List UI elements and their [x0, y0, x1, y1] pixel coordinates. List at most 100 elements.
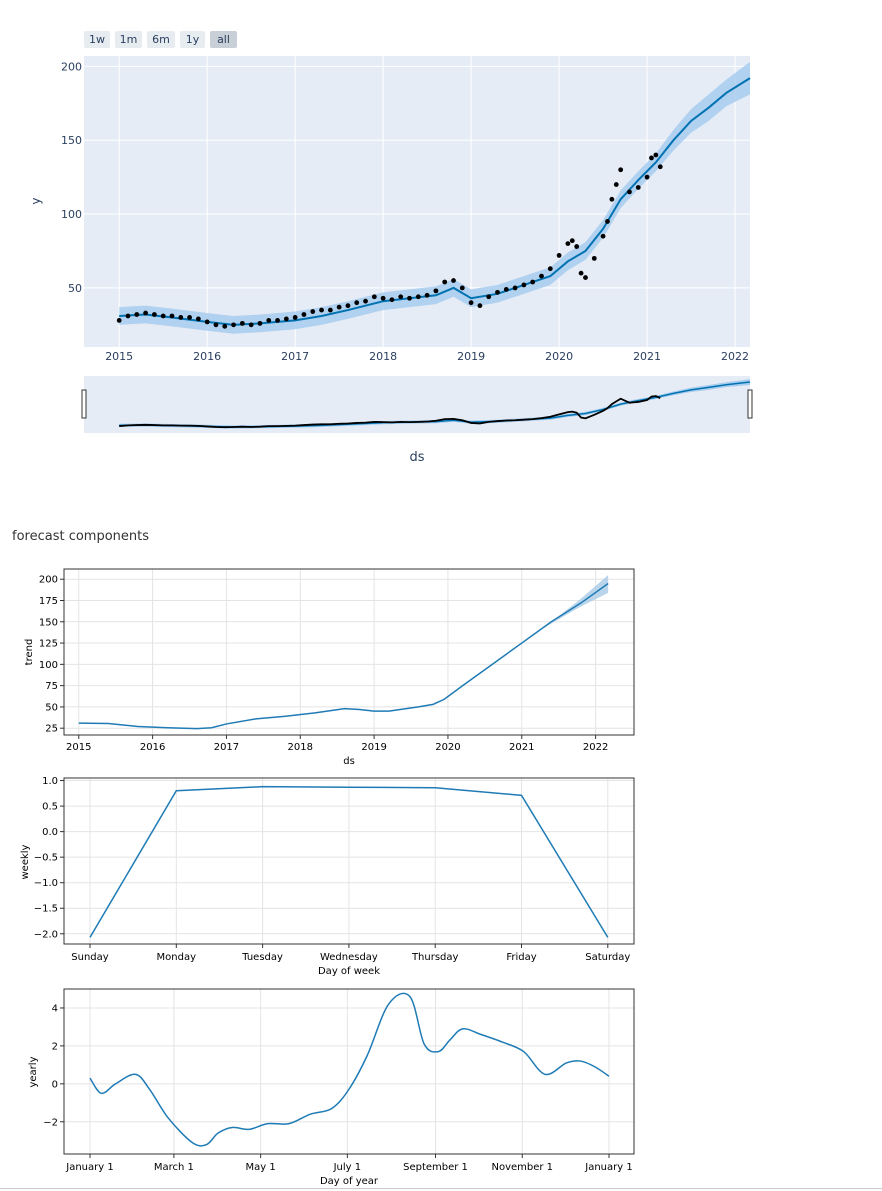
- trend-y-axis-label: trend: [24, 639, 35, 666]
- weekly-y-tick-label: −0.5: [34, 853, 58, 864]
- observed-point: [477, 303, 483, 309]
- forecast-y-tick-label: 150: [61, 134, 82, 147]
- forecast-x-tick-label: 2015: [105, 350, 133, 363]
- observed-point: [442, 279, 448, 285]
- observed-point: [371, 294, 377, 300]
- observed-point: [187, 315, 192, 320]
- observed-point: [275, 318, 280, 323]
- observed-points: [116, 152, 663, 329]
- observed-point: [380, 295, 386, 301]
- trend-y-tick-label: 50: [45, 702, 58, 713]
- observed-point: [239, 320, 245, 326]
- observed-point: [578, 270, 584, 276]
- observed-point: [301, 312, 307, 317]
- weekly-line: [89, 785, 609, 938]
- trend-x-axis-label: ds: [343, 756, 355, 767]
- observed-point: [160, 313, 166, 319]
- observed-point: [512, 285, 518, 291]
- observed-point: [415, 294, 421, 300]
- yearly-x-tick-label: January 1: [584, 1162, 632, 1173]
- weekly-y-tick-label: 1.0: [42, 776, 58, 787]
- yearly-y-tick-label: 0: [52, 1079, 58, 1090]
- observed-point: [248, 322, 254, 328]
- observed-point: [310, 309, 316, 314]
- trend-x-tick-label: 2015: [66, 742, 91, 753]
- observed-point: [495, 289, 500, 295]
- rangeslider-preview: [119, 379, 751, 429]
- weekly-y-tick-label: 0.5: [42, 802, 58, 813]
- range-button-1w[interactable]: 1w: [84, 31, 110, 48]
- yearly-x-ticks: January 1 March 1 May 1 July 1 September 1 No…: [65, 1154, 633, 1173]
- forecast-x-tick-label: 2016: [193, 350, 221, 363]
- trend-gridlines: [64, 569, 634, 735]
- forecast-chart[interactable]: 2015 2016 2017 2018 2019 2020 2021 2022 50 100 15…: [0, 0, 882, 470]
- range-button-1m[interactable]: 1m: [115, 31, 142, 48]
- observed-point: [459, 285, 465, 291]
- trend-y-tick-label: 25: [45, 724, 58, 735]
- forecast-x-axis-label: ds: [409, 450, 424, 465]
- observed-point: [503, 286, 509, 292]
- observed-point: [618, 167, 624, 173]
- observed-point: [530, 279, 536, 285]
- observed-point: [363, 298, 368, 304]
- forecast-x-tick-label: 2017: [281, 350, 309, 363]
- weekly-x-tick-label: Sunday: [71, 952, 108, 963]
- forecast-y-tick-label: 200: [61, 60, 82, 73]
- yearly-x-tick-label: March 1: [154, 1162, 194, 1173]
- observed-point: [319, 307, 324, 313]
- components-title: forecast components: [12, 529, 150, 544]
- rangeslider-handle-right[interactable]: [747, 389, 753, 419]
- forecast-x-ticks: 2015 2016 2017 2018 2019 2020 2021 2022: [105, 350, 749, 363]
- forecast-line: [119, 77, 751, 326]
- observed-point: [169, 313, 175, 319]
- observed-point: [539, 273, 544, 279]
- yearly-line-group: [89, 992, 610, 1147]
- trend-y-tick-label: 100: [39, 660, 58, 671]
- weekly-line-group: [89, 785, 609, 938]
- range-button-6m[interactable]: 6m: [147, 31, 175, 48]
- observed-point: [116, 318, 122, 323]
- yearly-y-ticks: 4 2 0 −2: [43, 1003, 64, 1128]
- observed-point: [547, 266, 553, 272]
- yearly-x-tick-label: July 1: [333, 1162, 362, 1173]
- observed-point: [424, 292, 430, 298]
- observed-point: [345, 303, 351, 309]
- observed-point: [605, 219, 610, 224]
- observed-point: [134, 312, 140, 317]
- weekly-x-tick-label: Tuesday: [241, 952, 283, 963]
- observed-point: [266, 318, 272, 323]
- trend-x-tick-label: 2016: [140, 742, 165, 753]
- bottom-divider: [0, 1188, 882, 1189]
- forecast-x-tick-label: 2019: [457, 350, 485, 363]
- yearly-gridlines: [64, 989, 634, 1154]
- observed-point: [283, 316, 289, 322]
- range-button-1y[interactable]: 1y: [180, 31, 205, 48]
- trend-line: [78, 582, 609, 730]
- observed-point: [565, 241, 571, 246]
- weekly-y-tick-label: −1.0: [34, 878, 58, 889]
- forecast-x-tick-label: 2020: [545, 350, 573, 363]
- weekly-x-tick-label: Thursday: [411, 952, 459, 963]
- trend-y-tick-label: 75: [45, 681, 58, 692]
- yearly-y-tick-label: 2: [52, 1041, 58, 1052]
- observed-point: [398, 294, 404, 300]
- weekly-gridlines: [64, 778, 634, 944]
- weekly-x-tick-label: Saturday: [585, 952, 630, 963]
- yearly-x-tick-label: January 1: [65, 1162, 113, 1173]
- forecast-y-tick-label: 100: [61, 208, 82, 221]
- rangeslider-handle-left[interactable]: [81, 389, 87, 419]
- forecast-x-tick-label: 2021: [633, 350, 661, 363]
- weekly-x-tick-label: Monday: [157, 952, 197, 963]
- forecast-x-tick-label: 2018: [369, 350, 397, 363]
- observed-point: [486, 294, 492, 300]
- observed-point: [213, 322, 219, 328]
- trend-panel-frame: [63, 568, 635, 736]
- trend-y-ticks: 25 50 75 100 125 150 175 200: [39, 575, 64, 735]
- rangeslider-observed: [119, 395, 661, 429]
- trend-x-ticks: 2015 2016 2017 2018 2019 2020 2021 2022: [66, 735, 608, 753]
- observed-point: [204, 319, 210, 325]
- observed-point: [327, 307, 333, 313]
- observed-point: [292, 315, 298, 320]
- range-button-all[interactable]: all: [210, 31, 237, 48]
- observed-point: [657, 164, 663, 170]
